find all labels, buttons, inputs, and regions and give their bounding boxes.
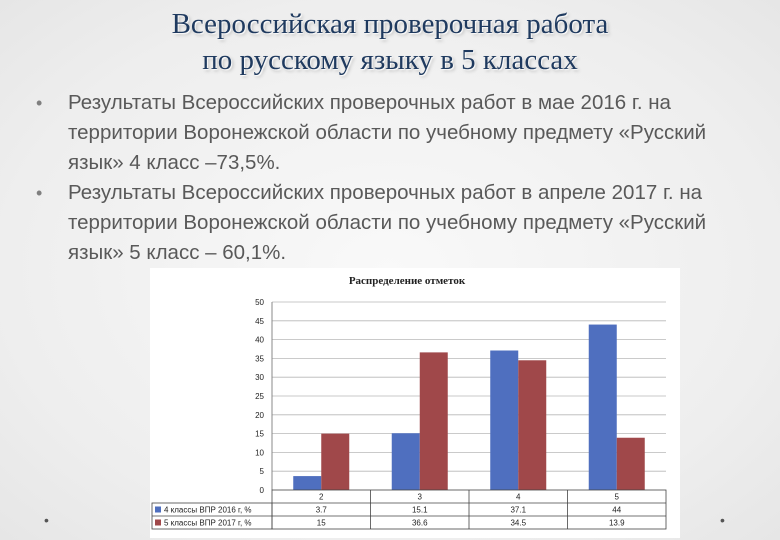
data-table-value: 36.6 [412, 519, 428, 528]
y-tick-label: 45 [255, 317, 264, 326]
data-table-value: 13.9 [609, 519, 625, 528]
bar [588, 324, 617, 490]
bar [419, 352, 448, 490]
bar [321, 433, 350, 490]
y-tick-label: 15 [255, 430, 264, 439]
bar [490, 350, 519, 490]
x-tick-label: 2 [319, 493, 324, 502]
bullet-item: • Результаты Всероссийских проверочных р… [36, 88, 756, 178]
bullet-icon: • [36, 93, 43, 113]
bullet-icon: • [36, 183, 43, 203]
legend-label: 5 классы ВПР 2017 г, % [164, 519, 252, 528]
bullet-item: • Результаты Всероссийских проверочных р… [36, 178, 756, 268]
next-slide-icon[interactable]: • [720, 512, 725, 528]
data-table-value: 15.1 [412, 506, 428, 515]
bar [391, 433, 420, 490]
bullet-text: Результаты Всероссийских проверочных раб… [68, 181, 707, 264]
legend-swatch [155, 506, 161, 513]
y-tick-label: 30 [255, 373, 264, 382]
data-table-value: 37.1 [510, 506, 526, 515]
data-table-value: 15 [317, 519, 326, 528]
bar [616, 437, 645, 490]
legend-swatch [155, 519, 161, 526]
y-tick-label: 35 [255, 354, 264, 363]
slide-title-line-2: по русскому языку в 5 классах [202, 44, 578, 76]
bullet-list: • Результаты Всероссийских проверочных р… [36, 88, 756, 268]
y-tick-label: 50 [255, 298, 264, 307]
x-tick-label: 3 [418, 493, 423, 502]
bar [518, 360, 547, 490]
legend-label: 4 классы ВПР 2016 г, % [164, 506, 252, 515]
chart-title: Распределение отметок [349, 275, 466, 287]
y-tick-label: 0 [260, 486, 265, 495]
data-table-value: 34.5 [510, 519, 526, 528]
y-tick-label: 5 [260, 467, 265, 476]
slide-title-line-1: Всероссийская проверочная работа [171, 8, 609, 40]
data-table-value: 44 [612, 506, 621, 515]
y-tick-label: 10 [255, 448, 264, 457]
bullet-text: Результаты Всероссийских проверочных раб… [68, 91, 707, 174]
bar [293, 476, 322, 490]
prev-slide-icon[interactable]: • [44, 512, 49, 528]
x-tick-label: 5 [615, 493, 620, 502]
x-tick-label: 4 [516, 493, 521, 502]
y-tick-label: 20 [255, 411, 264, 420]
y-tick-label: 25 [255, 392, 264, 401]
slide-title: Всероссийская проверочная работа по русс… [0, 6, 780, 78]
y-tick-label: 40 [255, 336, 264, 345]
data-table-value: 3.7 [316, 506, 328, 515]
